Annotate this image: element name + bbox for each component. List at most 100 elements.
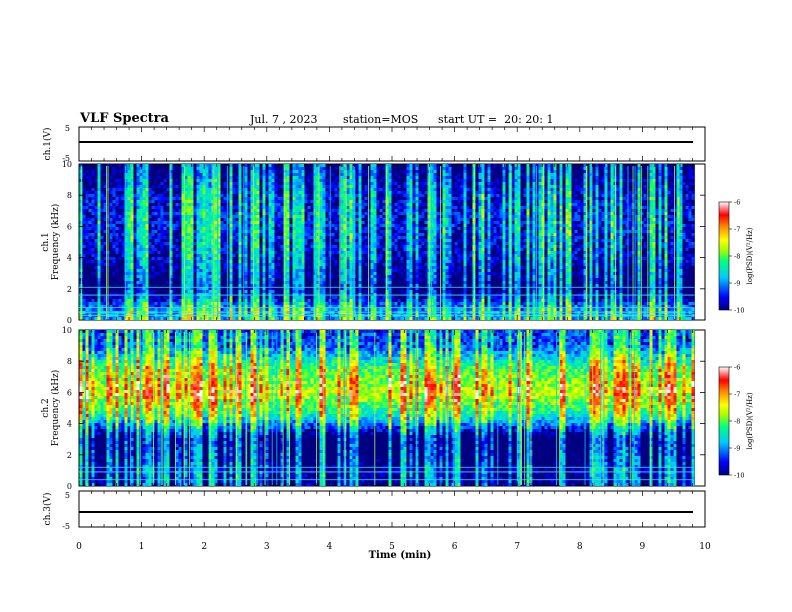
spectrogram-cell: [115, 317, 119, 320]
spectrogram-cell: [184, 257, 188, 260]
spectrogram-cell: [196, 290, 200, 293]
spectrogram-cell: [178, 203, 182, 206]
spectrogram-cell: [340, 275, 344, 278]
spectrogram-cell: [202, 254, 206, 257]
spectrogram-cell: [202, 293, 206, 296]
spectrogram-cell: [175, 215, 179, 218]
spectrogram-cell: [133, 233, 137, 236]
spectrogram-cell: [433, 305, 437, 308]
spectrogram-cell: [454, 206, 458, 209]
spectrogram-cell: [241, 272, 245, 275]
spectrogram-cell: [244, 257, 248, 260]
spectrogram-cell: [430, 215, 434, 218]
spectrogram-cell: [256, 188, 260, 191]
spectrogram-cell: [361, 308, 365, 311]
spectrogram-cell: [118, 215, 122, 218]
spectrogram-cell: [319, 269, 323, 272]
spectrogram-cell: [448, 251, 452, 254]
spectrogram-cell: [235, 302, 239, 305]
spectrogram-cell: [178, 299, 182, 302]
spectrogram-cell: [385, 170, 389, 173]
spectrogram-cell: [268, 317, 272, 320]
spectrogram-cell: [340, 257, 344, 260]
spectrogram-cell: [229, 239, 233, 242]
spectrogram-cell: [199, 269, 203, 272]
spectrogram-cell: [304, 254, 308, 257]
spectrogram-cell: [247, 233, 251, 236]
spectrogram-cell: [277, 206, 281, 209]
spectrogram-cell: [238, 275, 242, 278]
spectrogram-cell: [172, 215, 176, 218]
spectrogram-cell: [373, 191, 377, 194]
spectrogram-cell: [418, 260, 422, 263]
spectrogram-cell: [136, 260, 140, 263]
spectrogram-cell: [406, 203, 410, 206]
spectrogram-cell: [127, 200, 131, 203]
spectrogram-cell: [88, 176, 92, 179]
spectrogram-cell: [331, 257, 335, 260]
spectrogram-cell: [202, 230, 206, 233]
spectrogram-cell: [388, 317, 392, 320]
spectrogram-cell: [454, 215, 458, 218]
spectrogram-cell: [391, 296, 395, 299]
spectrogram-cell: [148, 176, 152, 179]
spectrogram-cell: [235, 200, 239, 203]
spectrogram-cell: [187, 179, 191, 182]
spectrogram-cell: [388, 218, 392, 221]
spectrogram-cell: [457, 221, 461, 224]
spectrogram-cell: [445, 260, 449, 263]
spectrogram-cell: [229, 254, 233, 257]
spectrogram-cell: [439, 302, 443, 305]
spectrogram-cell: [151, 305, 155, 308]
spectrogram-cell: [127, 179, 131, 182]
spectrogram-cell: [340, 251, 344, 254]
spectrogram-cell: [406, 296, 410, 299]
spectrogram-cell: [241, 317, 245, 320]
spectrogram-cell: [82, 245, 86, 248]
spectrogram-cell: [373, 299, 377, 302]
spectrogram-cell: [163, 218, 167, 221]
spectrogram-cell: [301, 236, 305, 239]
spectrogram-cell: [142, 308, 146, 311]
spectrogram-cell: [127, 275, 131, 278]
spectrogram-cell: [394, 236, 398, 239]
spectrogram-cell: [82, 206, 86, 209]
spectrogram-cell: [136, 182, 140, 185]
spectrogram-cell: [334, 239, 338, 242]
spectrogram-cell: [340, 302, 344, 305]
spectrogram-cell: [82, 188, 86, 191]
spectrogram-cell: [97, 200, 101, 203]
spectrogram-cell: [298, 296, 302, 299]
spectrogram-cell: [97, 248, 101, 251]
spectrogram-cell: [235, 236, 239, 239]
spectrogram-cell: [88, 302, 92, 305]
spectrogram-cell: [295, 290, 299, 293]
spectrogram-cell: [286, 278, 290, 281]
spectrogram-cell: [214, 305, 218, 308]
spectrogram-cell: [358, 308, 362, 311]
spectrogram-cell: [454, 251, 458, 254]
spectrogram-cell: [220, 206, 224, 209]
spectrogram-cell: [316, 272, 320, 275]
spectrogram-cell: [436, 236, 440, 239]
spectrogram-cell: [412, 299, 416, 302]
spectrogram-cell: [385, 260, 389, 263]
spectrogram-cell: [382, 203, 386, 206]
spectrogram-cell: [457, 173, 461, 176]
spectrogram-cell: [439, 200, 443, 203]
spectrogram-cell: [145, 305, 149, 308]
spectrogram-cell: [229, 269, 233, 272]
spectrogram-cell: [244, 263, 248, 266]
spectrogram-cell: [88, 179, 92, 182]
spectrogram-cell: [448, 221, 452, 224]
spectrogram-cell: [298, 224, 302, 227]
spectrogram-cell: [301, 284, 305, 287]
spectrogram-cell: [238, 242, 242, 245]
spectrogram-cell: [448, 236, 452, 239]
spectrogram-cell: [145, 296, 149, 299]
spectrogram-cell: [235, 251, 239, 254]
spectrogram-cell: [97, 260, 101, 263]
spectrogram-cell: [94, 254, 98, 257]
spectrogram-cell: [205, 194, 209, 197]
spectrogram-cell: [178, 251, 182, 254]
